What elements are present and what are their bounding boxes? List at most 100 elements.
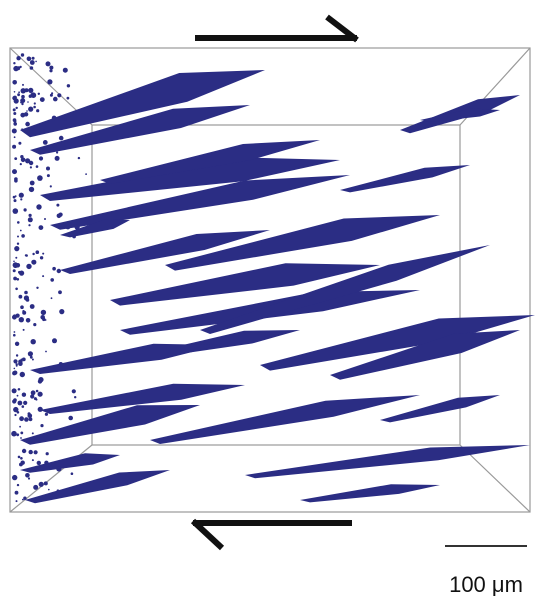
speckle [15,195,17,197]
speckle [44,461,48,465]
speckle [25,88,29,92]
speckle [40,97,45,102]
speckle [12,129,17,134]
speckle [18,91,20,93]
speckle [12,80,17,85]
speckle [42,275,44,277]
speckle [34,450,38,454]
speckle [30,60,35,65]
speckle [36,109,39,112]
speckle [26,264,31,269]
speckle [26,318,31,323]
speckle [33,323,36,326]
speckle [22,393,26,397]
speckle [38,392,43,397]
speckle [58,290,62,294]
speckle [20,432,23,435]
speckle [14,246,19,251]
speckle [52,267,56,271]
speckle [48,489,50,491]
speckle [36,390,39,393]
speckle [38,93,40,95]
speckle [57,269,61,273]
speckle [34,102,36,104]
speckle [24,291,28,295]
streaks [20,70,535,503]
speckle [59,136,64,141]
speckle [31,339,36,344]
speckle [22,405,25,408]
speckle [19,463,23,467]
speckle [13,118,17,122]
scale-label: 100 μm [449,572,523,597]
speckle [31,260,36,265]
speckle [20,305,24,309]
speckle [41,310,46,315]
speckle [44,218,46,220]
speckle [56,365,58,367]
speckle [13,208,19,214]
speckle [15,288,18,291]
speckle [33,106,36,109]
speckle [14,91,16,93]
speckle [16,500,18,502]
speckle [14,199,17,202]
speckle [22,84,24,86]
speckle [22,499,24,501]
speckle [72,389,76,393]
speckle [30,304,35,309]
speckle [85,173,87,175]
speckle [25,158,30,163]
speckle [36,250,40,254]
speckle [20,113,25,118]
speckle [17,395,19,397]
speckle [51,297,53,299]
speckle [74,396,76,398]
speckle [67,97,70,100]
streak [25,470,170,503]
speckle [13,407,18,412]
shear-arrow-bottom [193,521,352,548]
speckle [39,156,43,160]
speckle [14,177,18,181]
speckle [59,309,64,314]
speckle [59,213,63,217]
speckle [19,271,24,276]
speckle [25,473,30,478]
speckle [18,388,20,390]
speckle [16,107,18,109]
speckle [57,93,61,97]
speckle [13,371,17,375]
streak [30,344,220,374]
speckle [63,68,68,73]
speckle [17,236,19,238]
speckle [14,136,16,138]
speckle [55,156,60,161]
speckle [29,187,34,192]
speckle [78,157,80,159]
speckle [20,198,22,200]
speckle [30,66,34,70]
speckle [15,257,17,259]
speckle [29,214,32,217]
speckle [27,439,32,444]
speckle [32,253,34,255]
speckle [46,167,50,171]
speckle [40,315,45,320]
speckle [49,69,52,72]
speckle [45,319,47,321]
speckle [50,278,54,282]
speckle [33,485,38,490]
speckle [32,57,35,60]
speckle [47,79,52,84]
speckle [14,331,16,333]
speckle [56,466,61,471]
speckle [46,61,51,66]
speckle [19,317,24,322]
speckle [20,163,22,165]
speckle [15,342,19,346]
speckle [55,408,59,412]
speckle [20,155,23,158]
speckle [21,234,25,238]
speckle [14,368,16,370]
